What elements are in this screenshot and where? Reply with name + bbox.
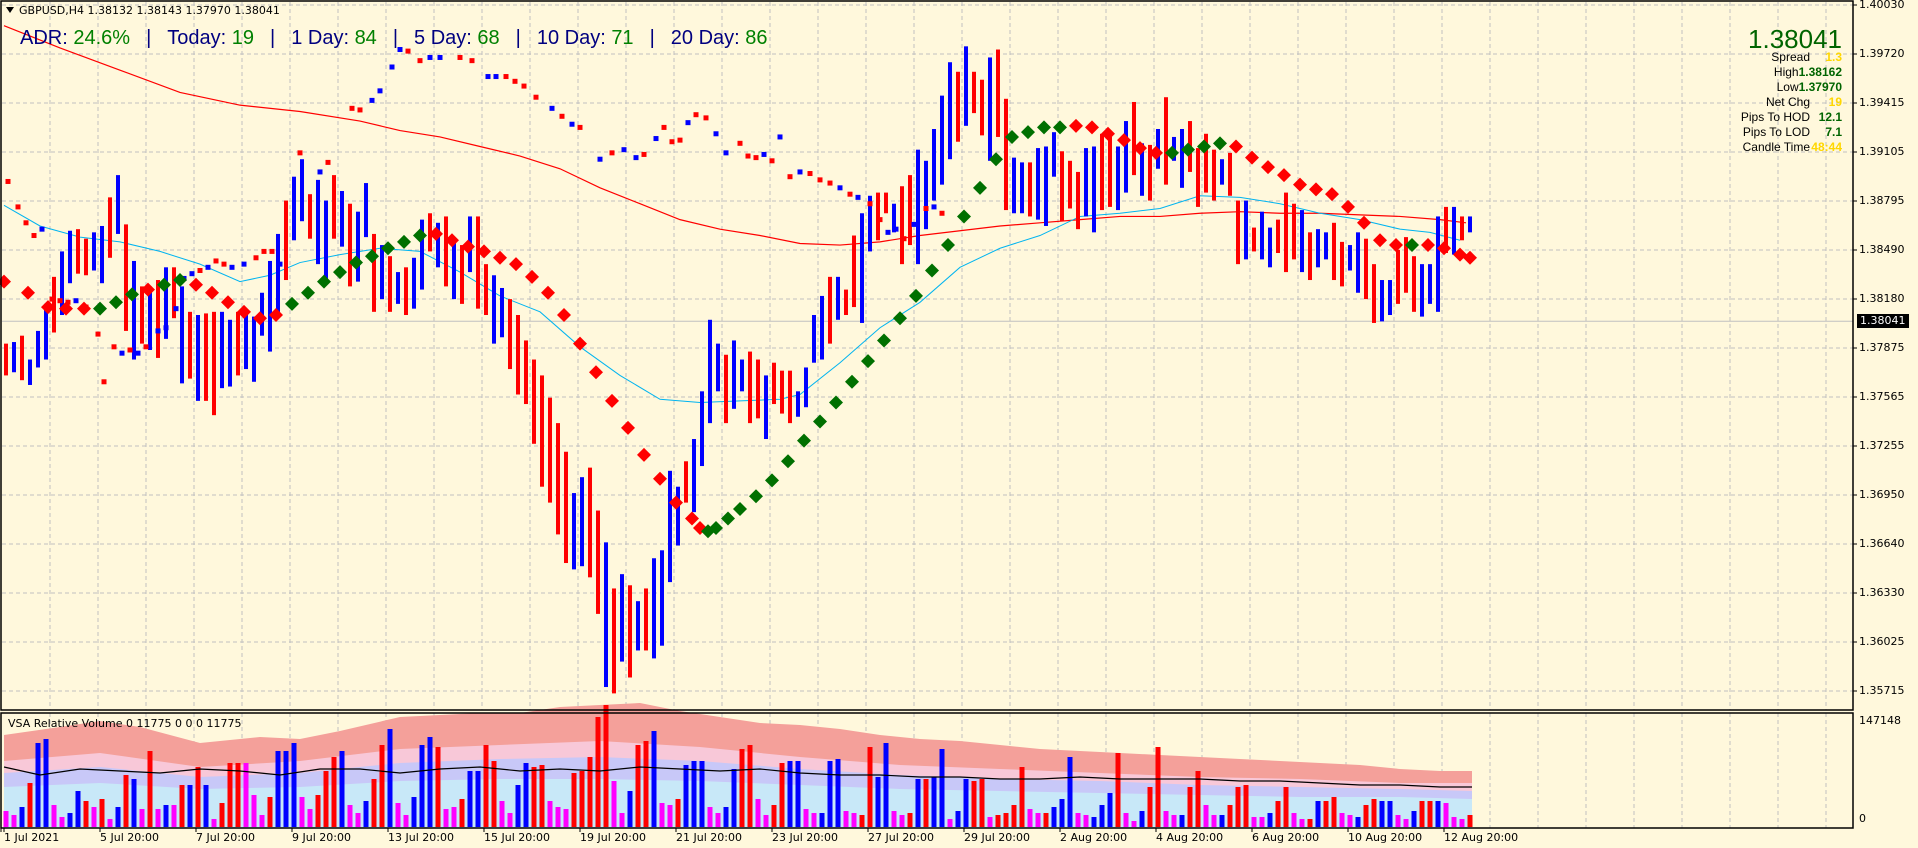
time-axis-label: 1 Jul 2021 (4, 831, 60, 844)
info-row: Pips To HOD 12.1 (1741, 110, 1842, 125)
info-value: 7.1 (1825, 125, 1842, 139)
price-axis-label: 1.39105 (1859, 145, 1905, 158)
time-axis-label: 6 Aug 20:00 (1252, 831, 1320, 844)
adr-label: 5 Day: (414, 27, 478, 49)
time-axis-label: 7 Jul 20:00 (196, 831, 255, 844)
info-row: Low1.37970 (1741, 80, 1842, 95)
fast-ma-line (3, 195, 1461, 403)
collapse-triangle-icon[interactable] (6, 7, 14, 13)
info-panel: 1.38041 Spread 1.3 High1.38162 Low1.37970 Ne… (1741, 24, 1842, 155)
info-row: Net Chg 19 (1741, 95, 1842, 110)
price-bars (4, 46, 1472, 694)
time-axis-label: 2 Aug 20:00 (1060, 831, 1128, 844)
info-label: Candle Time (1742, 140, 1810, 154)
time-axis-label: 13 Jul 20:00 (388, 831, 454, 844)
adr-value: 84 (354, 27, 377, 49)
info-row: Candle Time48:44 (1741, 140, 1842, 155)
adr-value: 19 (231, 27, 254, 49)
volume-window-frame (0, 712, 1854, 829)
price-axis-label: 1.40030 (1859, 0, 1905, 11)
info-value: 48:44 (1811, 140, 1842, 154)
adr-separator: | (392, 27, 399, 49)
info-label: Spread (1771, 50, 1810, 64)
info-value: 1.3 (1825, 50, 1842, 64)
adr-separator: | (146, 27, 152, 49)
info-label: High (1773, 65, 1799, 79)
price-axis-label: 1.35715 (1859, 684, 1905, 697)
grid (2, 2, 1853, 828)
info-row: Spread 1.3 (1741, 50, 1842, 65)
adr-separator: | (515, 27, 521, 49)
price-axis-label: 1.36640 (1859, 537, 1905, 550)
symbol-ohlc: GBPUSD,H4 1.38132 1.38143 1.37970 1.3804… (19, 4, 280, 17)
adr-value: 68 (477, 27, 500, 49)
info-value: 1.37970 (1798, 80, 1842, 94)
adr-separator: | (649, 27, 655, 49)
time-axis-label: 9 Jul 20:00 (292, 831, 351, 844)
info-row: High1.38162 (1741, 65, 1842, 80)
adr-indicator: ADR: 24.6% | Today: 19 | 1 Day: 84 | 5 Day: 68… (20, 27, 768, 50)
time-axis-label: 12 Aug 20:00 (1444, 831, 1519, 844)
info-label: Net Chg (1765, 95, 1810, 109)
adr-value: 86 (745, 27, 768, 49)
time-axis-label: 23 Jul 20:00 (772, 831, 838, 844)
symbol-title: GBPUSD,H4 1.38132 1.38143 1.37970 1.3804… (6, 4, 280, 17)
vsa-volume-title: VSA Relative Volume 0 11775 0 0 0 11775 (8, 717, 242, 730)
adr-label: 20 Day: (670, 27, 746, 49)
current-price: 1.38041 (1748, 24, 1842, 54)
info-value: 12.1 (1818, 110, 1842, 124)
price-axis-label: 1.36330 (1859, 586, 1905, 599)
adr-label: 1 Day: (291, 27, 355, 49)
volume-axis-max: 147148 (1859, 714, 1901, 727)
price-axis-label: 1.36025 (1859, 635, 1905, 648)
slow-ma-line (3, 25, 1467, 246)
info-value: 19 (1828, 95, 1842, 109)
info-label: Pips To HOD (1740, 110, 1810, 124)
time-axis-label: 27 Jul 20:00 (868, 831, 934, 844)
current-price-tag: 1.38041 (1857, 314, 1909, 329)
adr-label: ADR: (20, 27, 74, 49)
price-axis-label: 1.39415 (1859, 96, 1905, 109)
info-value: 1.38162 (1798, 65, 1842, 79)
price-axis-label: 1.38180 (1859, 292, 1905, 305)
price-axis-label: 1.37565 (1859, 390, 1905, 403)
volume-axis-min: 0 (1859, 812, 1866, 825)
price-axis-label: 1.36950 (1859, 488, 1905, 501)
adr-value: 24.6% (73, 27, 131, 49)
price-axis-label: 1.38795 (1859, 194, 1905, 207)
price-axis-label: 1.38490 (1859, 243, 1905, 256)
adr-value: 71 (611, 27, 634, 49)
info-row: Pips To LOD 7.1 (1741, 125, 1842, 140)
time-axis-label: 29 Jul 20:00 (964, 831, 1030, 844)
adr-separator: | (270, 27, 276, 49)
price-axis-label: 1.37255 (1859, 439, 1905, 452)
info-label: Pips To LOD (1742, 125, 1810, 139)
time-axis-label: 4 Aug 20:00 (1156, 831, 1224, 844)
time-axis-label: 5 Jul 20:00 (100, 831, 159, 844)
trend-trail-diamonds (0, 118, 1477, 539)
time-axis-label: 10 Aug 20:00 (1348, 831, 1423, 844)
volume-histogram (3, 703, 1473, 828)
price-axis-label: 1.39720 (1859, 47, 1905, 60)
time-axis-label: 15 Jul 20:00 (484, 831, 550, 844)
info-label: Low (1776, 80, 1799, 94)
time-axis-label: 21 Jul 20:00 (676, 831, 742, 844)
fractal-dots (5, 47, 945, 385)
adr-label: 10 Day: (536, 27, 612, 49)
main-chart-frame (0, 0, 1854, 711)
price-axis-label: 1.37875 (1859, 341, 1905, 354)
time-axis-label: 19 Jul 20:00 (580, 831, 646, 844)
adr-label: Today: (167, 27, 232, 49)
